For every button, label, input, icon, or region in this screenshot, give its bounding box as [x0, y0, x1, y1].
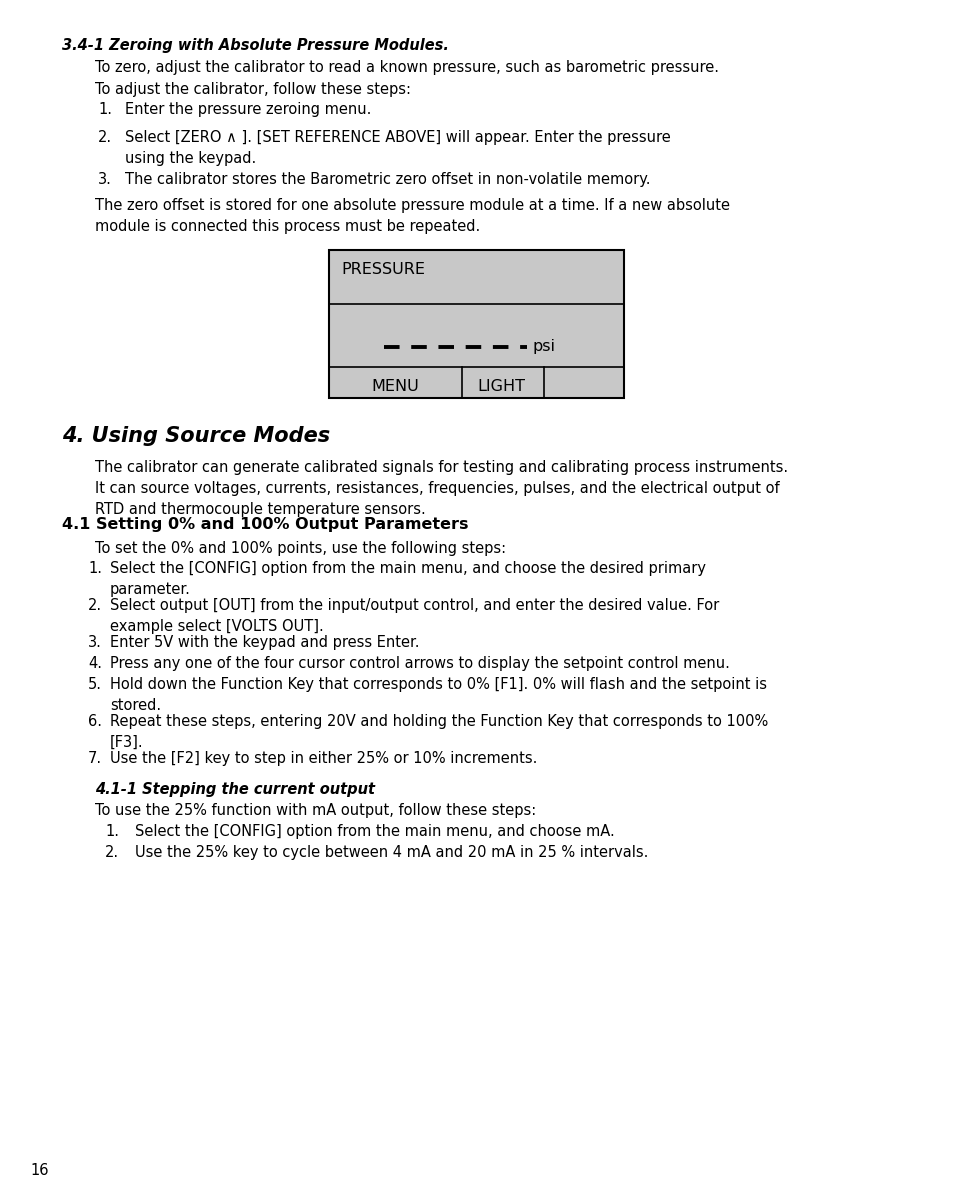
Text: LIGHT: LIGHT [477, 379, 525, 393]
Text: 4. Using Source Modes: 4. Using Source Modes [62, 425, 330, 446]
Text: Use the [F2] key to step in either 25% or 10% increments.: Use the [F2] key to step in either 25% o… [110, 751, 537, 766]
Text: The zero offset is stored for one absolute pressure module at a time. If a new a: The zero offset is stored for one absolu… [95, 198, 729, 233]
Text: 1.: 1. [88, 561, 102, 576]
Text: To zero, adjust the calibrator to read a known pressure, such as barometric pres: To zero, adjust the calibrator to read a… [95, 60, 719, 75]
FancyBboxPatch shape [329, 250, 624, 398]
Text: The calibrator stores the Barometric zero offset in non-volatile memory.: The calibrator stores the Barometric zer… [125, 172, 650, 187]
Text: Select the [CONFIG] option from the main menu, and choose the desired primary
pa: Select the [CONFIG] option from the main… [110, 561, 705, 597]
Text: MENU: MENU [372, 379, 419, 393]
Text: Use the 25% key to cycle between 4 mA and 20 mA in 25 % intervals.: Use the 25% key to cycle between 4 mA an… [135, 845, 648, 860]
Text: To set the 0% and 100% points, use the following steps:: To set the 0% and 100% points, use the f… [95, 542, 506, 556]
Text: 2.: 2. [98, 130, 112, 145]
Text: Repeat these steps, entering 20V and holding the Function Key that corresponds t: Repeat these steps, entering 20V and hol… [110, 715, 767, 750]
Text: Select the [CONFIG] option from the main menu, and choose mA.: Select the [CONFIG] option from the main… [135, 824, 614, 839]
Text: 4.1-1 Stepping the current output: 4.1-1 Stepping the current output [95, 782, 375, 798]
Text: To adjust the calibrator, follow these steps:: To adjust the calibrator, follow these s… [95, 82, 411, 97]
Text: 7.: 7. [88, 751, 102, 766]
Text: 6.: 6. [88, 715, 102, 729]
Text: 3.4-1 Zeroing with Absolute Pressure Modules.: 3.4-1 Zeroing with Absolute Pressure Mod… [62, 38, 449, 53]
Text: 3.: 3. [88, 635, 102, 651]
Text: 4.: 4. [88, 656, 102, 671]
Text: Hold down the Function Key that corresponds to 0% [F1]. 0% will flash and the se: Hold down the Function Key that correspo… [110, 677, 766, 713]
Text: Press any one of the four cursor control arrows to display the setpoint control : Press any one of the four cursor control… [110, 656, 729, 671]
Text: 5.: 5. [88, 677, 102, 692]
Text: 1.: 1. [105, 824, 119, 839]
Text: 2.: 2. [105, 845, 119, 860]
Text: 3.: 3. [98, 172, 112, 187]
Text: To use the 25% function with mA output, follow these steps:: To use the 25% function with mA output, … [95, 803, 536, 818]
Text: Select output [OUT] from the input/output control, and enter the desired value. : Select output [OUT] from the input/outpu… [110, 598, 719, 634]
Text: The calibrator can generate calibrated signals for testing and calibrating proce: The calibrator can generate calibrated s… [95, 460, 787, 517]
Text: 2.: 2. [88, 598, 102, 613]
Text: 16: 16 [30, 1162, 49, 1178]
Text: 1.: 1. [98, 102, 112, 117]
Text: PRESSURE: PRESSURE [341, 262, 425, 277]
Text: Enter 5V with the keypad and press Enter.: Enter 5V with the keypad and press Enter… [110, 635, 419, 651]
Text: Enter the pressure zeroing menu.: Enter the pressure zeroing menu. [125, 102, 371, 117]
Text: psi: psi [532, 339, 555, 354]
Text: 4.1 Setting 0% and 100% Output Parameters: 4.1 Setting 0% and 100% Output Parameter… [62, 517, 468, 532]
Text: Select [ZERO ∧ ]. [SET REFERENCE ABOVE] will appear. Enter the pressure
using th: Select [ZERO ∧ ]. [SET REFERENCE ABOVE] … [125, 130, 670, 166]
